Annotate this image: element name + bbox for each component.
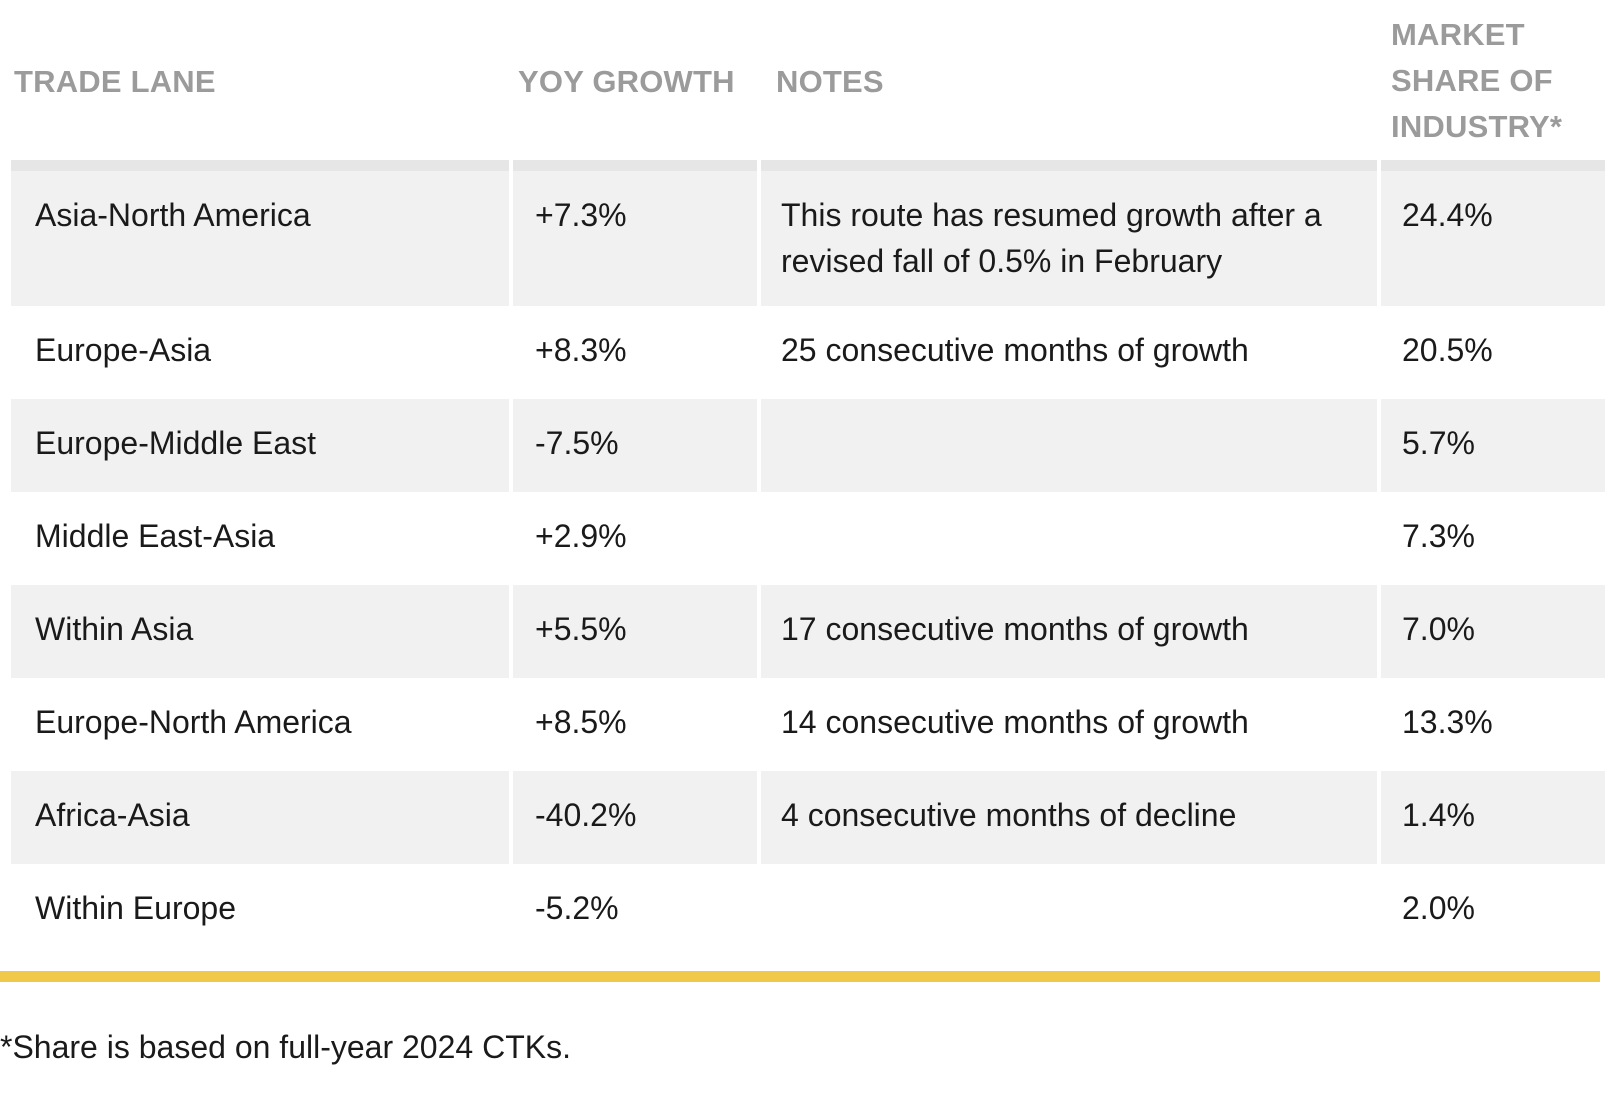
table-row: Asia-North America +7.3% This route has re…	[8, 171, 1608, 306]
table-row: Europe-Middle East -7.5% 5.7%	[8, 399, 1608, 492]
cell-yoy-growth: +7.3%	[513, 171, 757, 306]
cell-trade-lane: Europe-Middle East	[11, 399, 509, 492]
cell-market-share: 24.4%	[1381, 171, 1605, 306]
header-notes: NOTES	[776, 64, 884, 99]
footnote: *Share is based on full-year 2024 CTKs.	[0, 1029, 571, 1065]
header-market-share: MARKET SHARE OF INDUSTRY*	[1391, 17, 1563, 144]
cell-notes: 25 consecutive months of growth	[781, 332, 1249, 368]
cell-notes	[761, 864, 1377, 957]
cell-notes	[761, 492, 1377, 585]
cell-trade-lane: Within Asia	[11, 585, 509, 678]
cell-yoy-growth: -7.5%	[513, 399, 757, 492]
cell-trade-lane: Within Europe	[35, 890, 236, 926]
table-row: Europe-North America +8.5% 14 consecutive …	[8, 678, 1608, 771]
cell-yoy-growth: -40.2%	[513, 771, 757, 864]
cell-market-share: 5.7%	[1381, 399, 1605, 492]
table-header: TRADE LANE YOY GROWTH NOTES MARKET SHARE…	[8, 0, 1608, 162]
cell-yoy-growth: -5.2%	[535, 890, 619, 926]
cell-market-share: 1.4%	[1381, 771, 1605, 864]
cell-trade-lane: Asia-North America	[11, 171, 509, 306]
cell-trade-lane: Europe-North America	[35, 704, 352, 740]
cell-notes: 4 consecutive months of decline	[761, 771, 1377, 864]
cell-trade-lane: Africa-Asia	[11, 771, 509, 864]
cell-yoy-growth: +5.5%	[513, 585, 757, 678]
cell-trade-lane: Middle East-Asia	[35, 518, 276, 554]
table-row: Middle East-Asia +2.9% 7.3%	[8, 492, 1608, 585]
header-yoy-growth: YOY GROWTH	[518, 64, 735, 99]
cell-market-share: 2.0%	[1402, 890, 1475, 926]
cell-notes	[761, 399, 1377, 492]
cell-market-share: 7.3%	[1402, 518, 1475, 554]
trade-lane-table: TRADE LANE YOY GROWTH NOTES MARKET SHARE…	[8, 0, 1608, 926]
cell-notes: This route has resumed growth after a re…	[761, 171, 1377, 306]
table-row: Within Asia +5.5% 17 consecutive months of…	[8, 585, 1608, 678]
cell-yoy-growth: +8.5%	[535, 704, 627, 740]
header-divider	[11, 160, 1605, 171]
cell-market-share: 7.0%	[1381, 585, 1605, 678]
cell-notes: 17 consecutive months of growth	[761, 585, 1377, 678]
header-trade-lane: TRADE LANE	[14, 64, 216, 99]
cell-yoy-growth: +8.3%	[535, 332, 627, 368]
table-row: Within Europe -5.2% 2.0%	[8, 864, 1608, 957]
table-row: Africa-Asia -40.2% 4 consecutive months of…	[8, 771, 1608, 864]
cell-market-share: 20.5%	[1402, 332, 1493, 368]
accent-rule	[0, 971, 1600, 982]
table-row: Europe-Asia +8.3% 25 consecutive months of…	[8, 306, 1608, 399]
cell-notes: 14 consecutive months of growth	[781, 704, 1249, 740]
cell-trade-lane: Europe-Asia	[35, 332, 212, 368]
cell-market-share: 13.3%	[1402, 704, 1493, 740]
cell-yoy-growth: +2.9%	[535, 518, 627, 554]
